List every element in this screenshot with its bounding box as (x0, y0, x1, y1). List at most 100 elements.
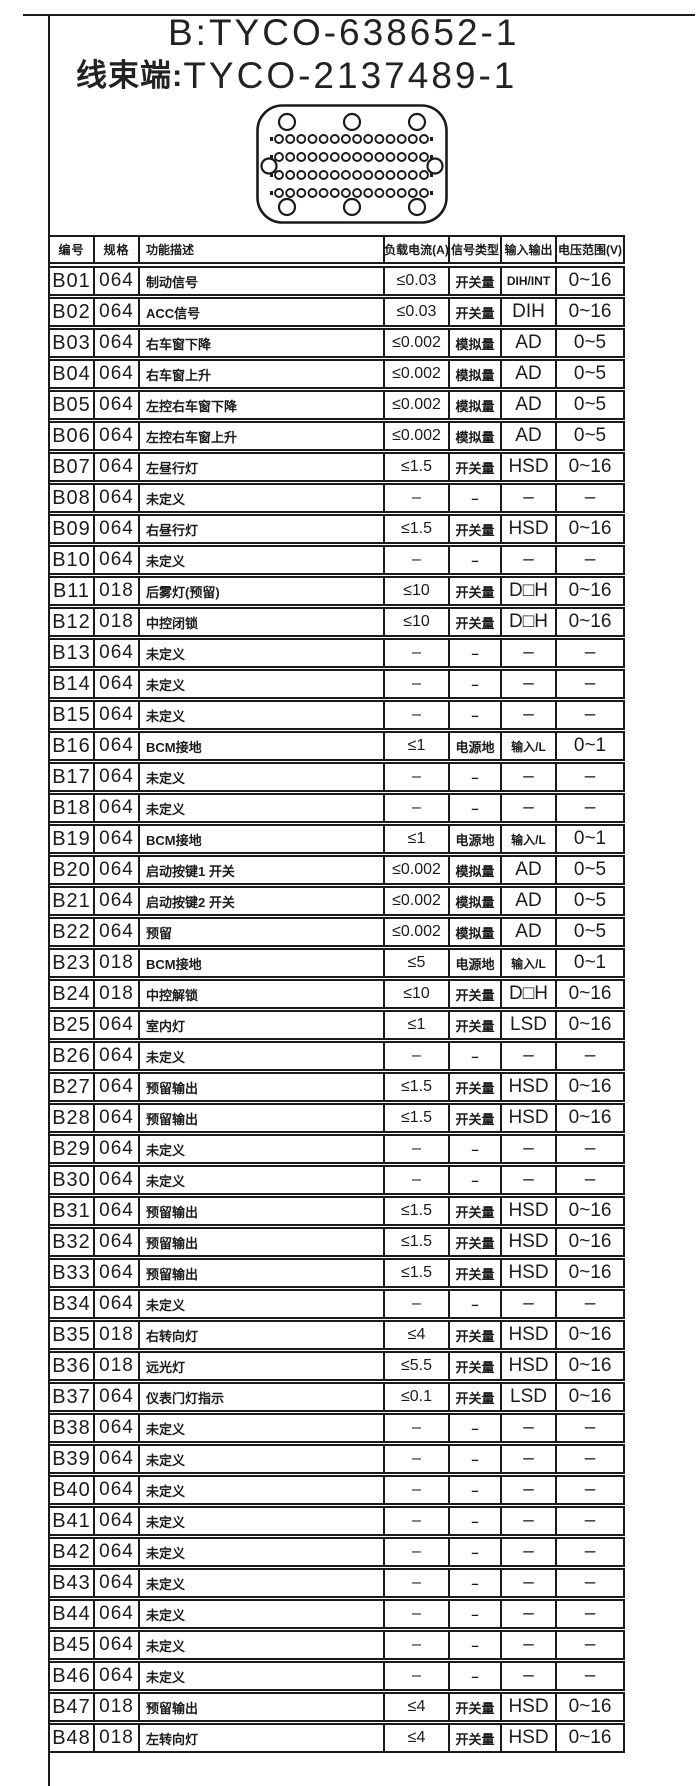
cell-signal-type: – (450, 764, 502, 790)
cell-load-current: – (385, 1446, 450, 1472)
cell-load-current: ≤1 (385, 826, 450, 852)
cell-spec: 018 (95, 1322, 140, 1348)
cell-signal-type: 电源地 (450, 826, 502, 852)
cell-load-current: ≤1.5 (385, 1229, 450, 1255)
table-row: B04 064 右车窗上升 ≤0.002 模拟量 AD 0~5 (48, 359, 625, 389)
cell-load-current: ≤0.002 (385, 919, 450, 945)
table-row: B28 064 预留输出 ≤1.5 开关量 HSD 0~16 (48, 1103, 625, 1133)
cell-spec: 018 (95, 981, 140, 1007)
cell-voltage-range: – (584, 1665, 596, 1686)
pinout-table: 编号 规格 功能描述 负载电流(A) 信号类型 输入输出 电压范围(V) B01… (48, 235, 625, 1754)
cell-signal-type: 开关量 (450, 1012, 502, 1038)
cell-function: 未定义 (140, 1570, 385, 1596)
header-input-output: 输入输出 (502, 237, 557, 262)
cell-load-current: ≤0.03 (385, 268, 450, 294)
table-row: B32 064 预留输出 ≤1.5 开关量 HSD 0~16 (48, 1227, 625, 1257)
cell-pin-number: B48 (50, 1725, 95, 1751)
cell-function: 未定义 (140, 1167, 385, 1193)
cell-voltage-range: 0~16 (568, 1076, 612, 1097)
cell-pin-number: B34 (50, 1291, 95, 1317)
cell-spec: 018 (95, 950, 140, 976)
cell-signal-type: 模拟量 (450, 361, 502, 387)
cell-function: 未定义 (140, 1601, 385, 1627)
cell-pin-number: B35 (50, 1322, 95, 1348)
cell-input-output: LSD (502, 1384, 557, 1410)
cell-signal-type: 开关量 (450, 981, 502, 1007)
cell-signal-type: 开关量 (450, 1074, 502, 1100)
cell-input-output: – (502, 1136, 557, 1162)
cell-pin-number: B03 (50, 330, 95, 356)
cell-signal-type: 开关量 (450, 1229, 502, 1255)
table-row: B37 064 仪表门灯指示 ≤0.1 开关量 LSD 0~16 (48, 1382, 625, 1412)
cell-spec: 064 (95, 485, 140, 511)
cell-pin-number: B26 (50, 1043, 95, 1069)
cell-load-current: – (385, 547, 450, 573)
table-row: B01 064 制动信号 ≤0.03 开关量 DIH/INT 0~16 (48, 266, 625, 296)
cell-voltage-range: – (584, 1541, 596, 1562)
cell-signal-type: 开关量 (450, 268, 502, 294)
cell-function: 预留输出 (140, 1074, 385, 1100)
cell-signal-type: 模拟量 (450, 423, 502, 449)
cell-voltage-range: – (584, 549, 596, 570)
cell-signal-type: 电源地 (450, 950, 502, 976)
cell-pin-number: B06 (50, 423, 95, 449)
cell-voltage-range: 0~1 (573, 828, 607, 849)
cell-signal-type: 开关量 (450, 1105, 502, 1131)
cell-pin-number: B21 (50, 888, 95, 914)
cell-function: 未定义 (140, 671, 385, 697)
table-row: B23 018 BCM接地 ≤5 电源地 输入/L 0~1 (48, 948, 625, 978)
cell-spec: 064 (95, 702, 140, 728)
cell-voltage-range: 0~5 (573, 332, 607, 353)
cell-load-current: ≤10 (385, 578, 450, 604)
table-row: B44 064 未定义 – – – – (48, 1599, 625, 1629)
cell-input-output: AD (502, 361, 557, 387)
cell-spec: 064 (95, 423, 140, 449)
cell-function: 左转向灯 (140, 1725, 385, 1751)
cell-function: 制动信号 (140, 268, 385, 294)
cell-input-output: 输入/L (502, 826, 557, 852)
cell-function: 未定义 (140, 1291, 385, 1317)
cell-load-current: – (385, 1570, 450, 1596)
table-row: B46 064 未定义 – – – – (48, 1661, 625, 1691)
cell-signal-type: 模拟量 (450, 888, 502, 914)
cell-signal-type: 电源地 (450, 733, 502, 759)
cell-load-current: ≤0.002 (385, 888, 450, 914)
cell-load-current: – (385, 1477, 450, 1503)
table-header-row: 编号 规格 功能描述 负载电流(A) 信号类型 输入输出 电压范围(V) (48, 235, 625, 264)
cell-voltage-range: – (584, 797, 596, 818)
cell-pin-number: B24 (50, 981, 95, 1007)
cell-signal-type: – (450, 795, 502, 821)
frame-top-line (23, 14, 695, 16)
cell-spec: 018 (95, 1694, 140, 1720)
cell-input-output: – (502, 1167, 557, 1193)
cell-input-output: HSD (502, 1322, 557, 1348)
cell-voltage-range: 0~1 (573, 952, 607, 973)
cell-load-current: – (385, 1291, 450, 1317)
cell-voltage-range: 0~16 (568, 983, 612, 1004)
table-row: B40 064 未定义 – – – – (48, 1475, 625, 1505)
table-row: B33 064 预留输出 ≤1.5 开关量 HSD 0~16 (48, 1258, 625, 1288)
cell-function: 未定义 (140, 1043, 385, 1069)
cell-voltage-range: – (584, 766, 596, 787)
cell-function: 预留输出 (140, 1105, 385, 1131)
cell-spec: 064 (95, 516, 140, 542)
cell-function: 未定义 (140, 1508, 385, 1534)
connector-face-icon (256, 104, 448, 224)
cell-input-output: AD (502, 857, 557, 883)
cell-spec: 064 (95, 1663, 140, 1689)
cell-load-current: – (385, 1601, 450, 1627)
cell-signal-type: 开关量 (450, 516, 502, 542)
cell-input-output: 输入/L (502, 950, 557, 976)
table-row: B39 064 未定义 – – – – (48, 1444, 625, 1474)
connector-part-number: B:TYCO-638652-1 (168, 12, 520, 53)
cell-voltage-range: – (584, 1045, 596, 1066)
cell-input-output: – (502, 1415, 557, 1441)
cell-signal-type: 开关量 (450, 578, 502, 604)
cell-pin-number: B40 (50, 1477, 95, 1503)
cell-signal-type: – (450, 1508, 502, 1534)
cell-voltage-range: – (584, 704, 596, 725)
cell-load-current: ≤1.5 (385, 454, 450, 480)
cell-load-current: ≤1 (385, 733, 450, 759)
cell-input-output: HSD (502, 1074, 557, 1100)
cell-spec: 064 (95, 1136, 140, 1162)
